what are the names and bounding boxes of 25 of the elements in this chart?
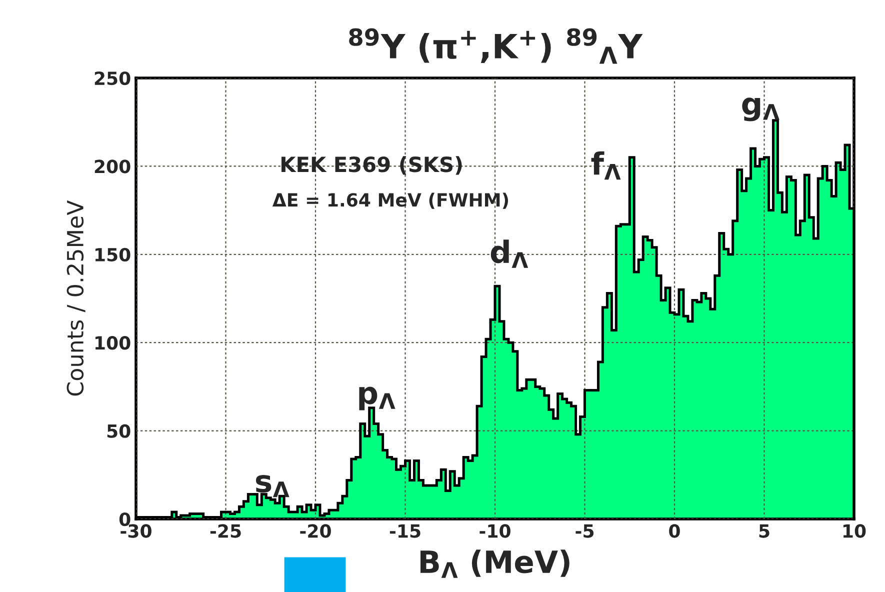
x-tick-label: 5 bbox=[759, 524, 770, 538]
annotation: d$_{Λ}$ bbox=[490, 240, 528, 268]
y-axis-title: Counts / 0.25MeV bbox=[66, 200, 86, 396]
y-tick-label: 0 bbox=[119, 512, 130, 526]
chart-title: $^{89}$Y (π$^{+}$,K$^{+}$) $^{89}$$_{Λ}$Y bbox=[349, 28, 643, 64]
y-tick-label: 50 bbox=[107, 424, 130, 438]
annotation: KEK E369 (SKS) bbox=[282, 156, 462, 175]
annotation: g$_{Λ}$ bbox=[742, 98, 780, 122]
y-tick-label: 200 bbox=[94, 160, 130, 174]
x-tick-label: -5 bbox=[576, 524, 594, 538]
x-tick-label: -25 bbox=[210, 524, 241, 538]
x-tick-label: 0 bbox=[669, 524, 680, 538]
annotation: f$_{Λ}$ bbox=[591, 151, 621, 180]
x-tick-label: 10 bbox=[843, 524, 866, 538]
y-tick-label: 100 bbox=[95, 336, 130, 350]
x-axis-title: B$_{Λ}$ (MeV) bbox=[420, 550, 570, 578]
x-tick-label: -15 bbox=[390, 524, 420, 538]
y-tick-label: 250 bbox=[94, 71, 130, 86]
x-tick-label: -30 bbox=[120, 524, 152, 538]
y-tick-label: 150 bbox=[95, 248, 130, 262]
annotation: ΔE = 1.64 MeV (FWHM) bbox=[272, 192, 508, 209]
annotation: p$_{Λ}$ bbox=[359, 386, 396, 410]
annotation: s$_{Λ}$ bbox=[256, 475, 290, 498]
x-tick-label: -20 bbox=[300, 524, 331, 538]
x-tick-label: -10 bbox=[480, 524, 510, 538]
